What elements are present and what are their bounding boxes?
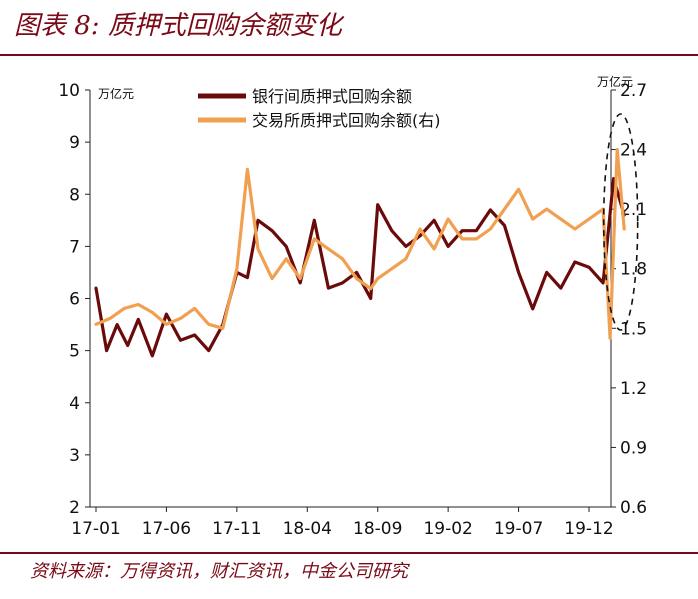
right-tick-label: 0.9 [620,438,647,458]
left-tick-label: 8 [69,185,80,205]
x-tick-label: 19-02 [423,519,472,539]
x-tick-label: 17-11 [212,519,261,539]
left-tick-label: 9 [69,133,80,153]
left-tick-label: 3 [69,446,80,466]
title-divider [0,54,698,56]
left-tick-label: 10 [58,81,80,101]
chart-title: 图表 8: 质押式回购余额变化 [14,11,342,41]
left-tick-label: 5 [69,342,80,362]
left-unit-label: 万亿元 [98,86,134,101]
left-tick-label: 4 [69,394,80,414]
series-line-2 [94,147,626,340]
right-tick-label: 1.8 [620,260,647,280]
legend-label-2: 交易所质押式回购余额(右) [252,111,441,130]
highlight-ellipse [602,113,639,331]
x-tick-label: 17-06 [142,519,191,539]
x-tick-label: 19-07 [494,519,543,539]
right-unit-label: 万亿元 [597,74,633,89]
x-tick-label: 18-09 [353,519,402,539]
right-tick-label: 1.2 [620,379,647,399]
right-tick-label: 1.5 [620,319,647,339]
left-tick-label: 7 [69,237,80,257]
left-tick-label: 6 [69,290,80,310]
source-note: 资料来源：万得资讯，财汇资讯，中金公司研究 [30,561,408,582]
x-tick-label: 18-04 [283,519,332,539]
x-tick-label: 19-12 [564,519,613,539]
series-line-1 [94,176,626,358]
source-divider [0,552,698,554]
right-tick-label: 2.7 [620,81,647,101]
right-tick-label: 0.6 [620,498,647,518]
x-tick-label: 17-01 [71,519,120,539]
left-tick-label: 2 [69,498,80,518]
legend-label-1: 银行间质押式回购余额 [252,87,412,106]
right-tick-label: 2.1 [620,200,647,220]
